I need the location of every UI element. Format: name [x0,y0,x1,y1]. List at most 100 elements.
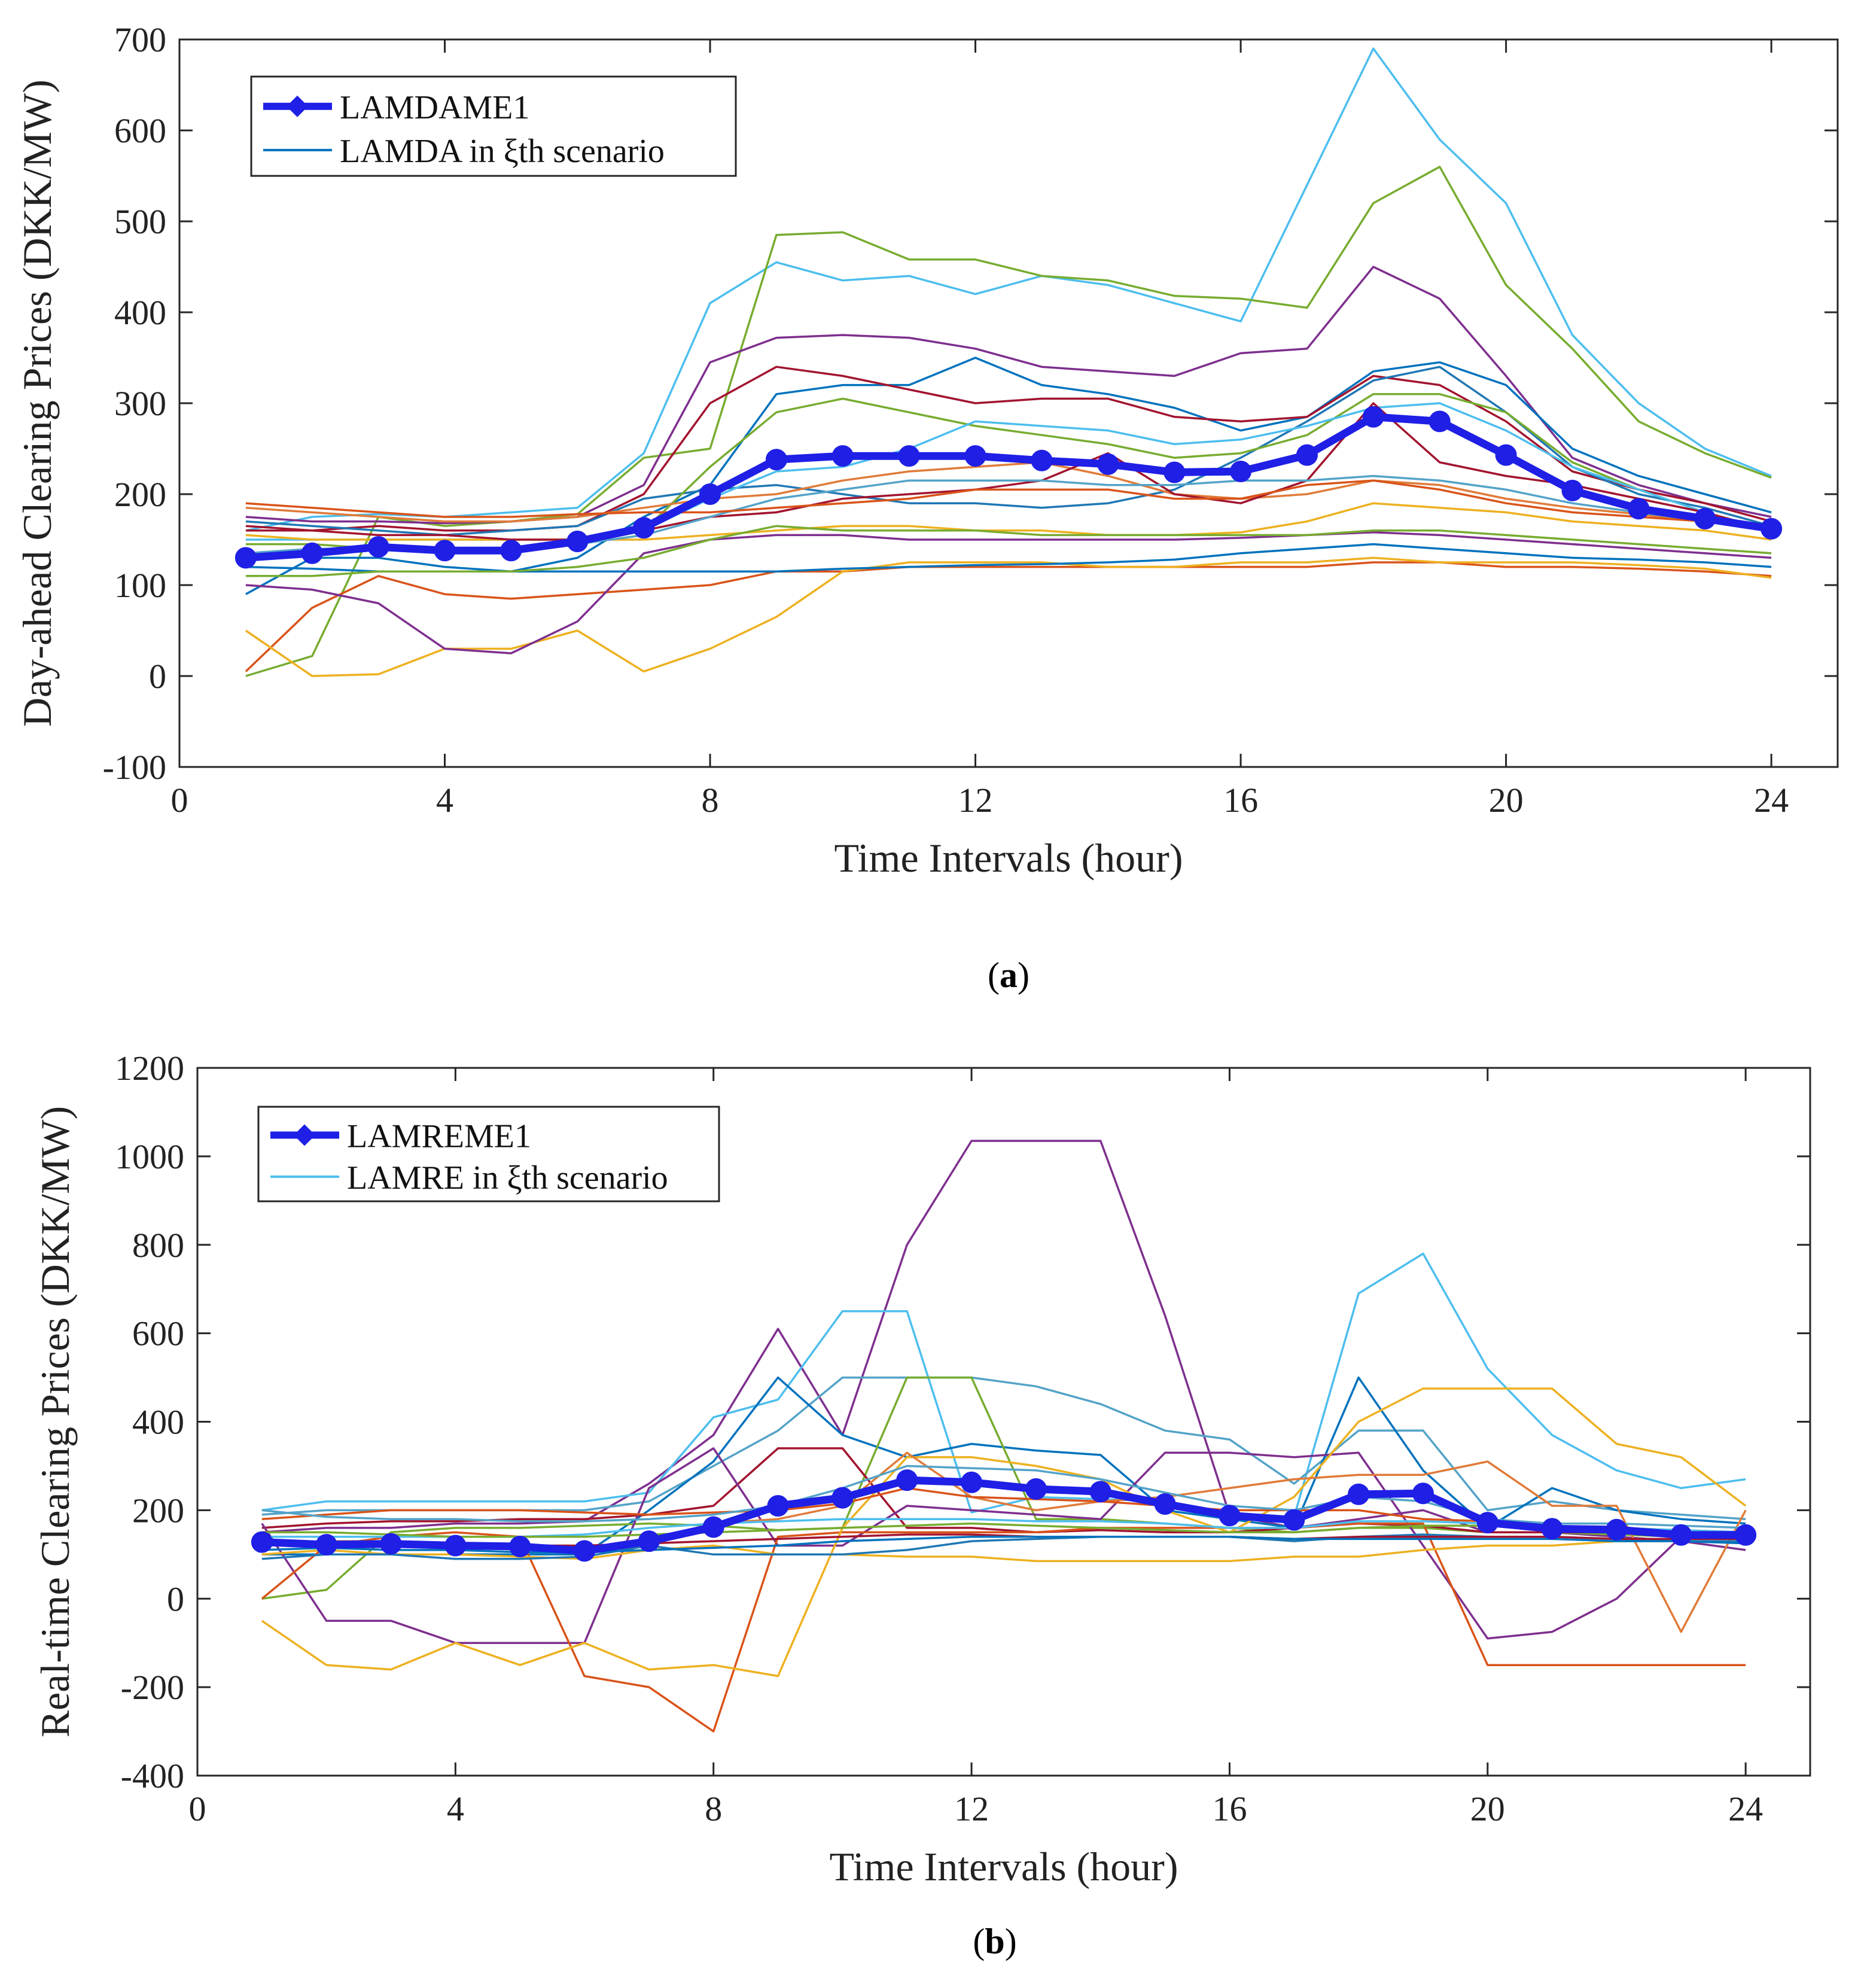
scenario-series-line [245,531,1772,654]
main-series-line [245,413,1772,562]
y-tick-label: 1000 [115,1137,184,1176]
main-series-point [767,1494,789,1517]
legend-main-label: LAMREME1 [347,1118,531,1155]
legend-main-label: LAMDAME1 [340,89,529,126]
main-series-point [633,517,655,539]
main-series-point [500,540,522,562]
x-tick-label: 0 [189,1789,206,1828]
legend-box [257,1106,720,1202]
scenario-series-line [261,1540,1746,1563]
scenario-lines [251,1140,1757,1733]
main-series-point [434,540,456,562]
x-tick-label: 16 [1212,1789,1247,1828]
scenario-series-line [245,47,1772,532]
main-series-point [898,445,920,467]
x-axis-label: Time Intervals (hour) [830,1844,1178,1889]
main-series-point [1097,453,1119,475]
main-series-point [251,1531,273,1553]
main-series-point [1031,449,1053,471]
main-series-point [1348,1483,1370,1505]
y-tick-label: 500 [114,202,166,241]
scenario-lines [234,47,1783,677]
main-series-point [301,542,323,564]
main-series-point [1412,1482,1434,1505]
main-series-point [380,1533,402,1555]
scenario-series-line [245,461,1772,527]
chart-panel-a: 0 4 8 12 16 20 24-1000100200300400500600700Tim… [14,20,1839,995]
y-tick-label: -400 [121,1756,184,1795]
scenario-series-line [261,1535,1746,1554]
x-tick-label: 8 [702,781,719,820]
y-tick-label: 0 [149,657,166,696]
x-tick-label: 0 [171,781,188,820]
y-tick-label: 700 [114,20,166,59]
panel-caption-letter: b [985,1922,1004,1961]
scenario-series-line [245,556,1772,677]
main-series-point [1428,410,1451,433]
main-series-point [638,1530,660,1552]
main-series-point [1362,406,1384,428]
y-axis-label: Day-ahead Clearing Prices (DKK/MW) [14,80,60,727]
main-series-point [1606,1518,1628,1541]
main-series-point [1476,1512,1498,1534]
x-tick-label: 8 [705,1789,722,1828]
main-series-point [367,536,389,558]
x-axis-label: Time Intervals (hour) [834,835,1183,881]
x-tick-label: 12 [954,1789,989,1828]
main-series-point [234,547,257,569]
scenario-series-line [261,1447,1746,1538]
main-series-point [509,1536,531,1558]
main-series-point [1561,479,1583,501]
scenario-series-line [261,1387,1747,1678]
scenario-series-line [261,1252,1746,1518]
main-series-point [1694,508,1716,530]
main-series-point [1283,1509,1305,1531]
main-series-point [1089,1481,1111,1503]
main-series-point [765,449,787,471]
main-series-point [1230,461,1252,482]
main-series-point [574,1540,596,1562]
x-tick-label: 12 [958,781,993,820]
legend-scenario-label: LAMDA in ξth scenario [340,133,665,170]
main-series-point [961,1471,983,1493]
y-tick-label: 600 [114,111,166,150]
y-tick-label: 200 [132,1491,184,1530]
scenario-series-line [245,525,1772,577]
x-tick-label: 16 [1223,781,1258,820]
x-tick-label: 4 [436,781,453,820]
panel-caption: (b) [973,1922,1016,1961]
x-tick-label: 20 [1470,1789,1505,1828]
panel-caption: (a) [988,955,1029,995]
main-series-point [896,1469,918,1491]
scenario-series-line [245,561,1772,672]
x-tick-label: 24 [1728,1789,1763,1828]
legend-box [250,75,737,177]
main-series-point [702,1516,724,1538]
main-series-point [1154,1493,1176,1515]
y-tick-label: 200 [114,475,166,514]
y-tick-label: 400 [114,293,166,332]
main-series-point [1760,517,1783,540]
scenario-series-line [245,479,1772,532]
y-tick-label: -100 [103,748,166,787]
y-tick-label: 1200 [115,1049,184,1088]
y-tick-label: 400 [132,1403,184,1442]
main-series-point [1495,444,1517,466]
main-series-point [1025,1478,1047,1500]
legend-main-marker [294,1124,315,1146]
y-tick-label: 800 [132,1226,184,1265]
scenario-series-line [261,1447,1746,1644]
x-tick-label: 24 [1754,781,1789,820]
main-series-point [699,483,721,505]
y-tick-label: 600 [132,1314,184,1353]
scenario-series-line [245,402,1772,541]
chart-panel-b: 0 4 8 12 16 20 24 -400 -200 0 200 400 600 800 1000 1200… [32,1049,1811,1961]
y-axis-label: Real-time Clearing Prices (DKK/MW) [32,1106,78,1738]
main-series-point [1628,498,1650,520]
x-tick-label: 4 [447,1789,464,1828]
main-series-point [1219,1505,1241,1527]
panel-caption-letter: a [1000,955,1018,995]
y-tick-label: 100 [114,566,166,605]
main-series-point [1670,1524,1692,1546]
